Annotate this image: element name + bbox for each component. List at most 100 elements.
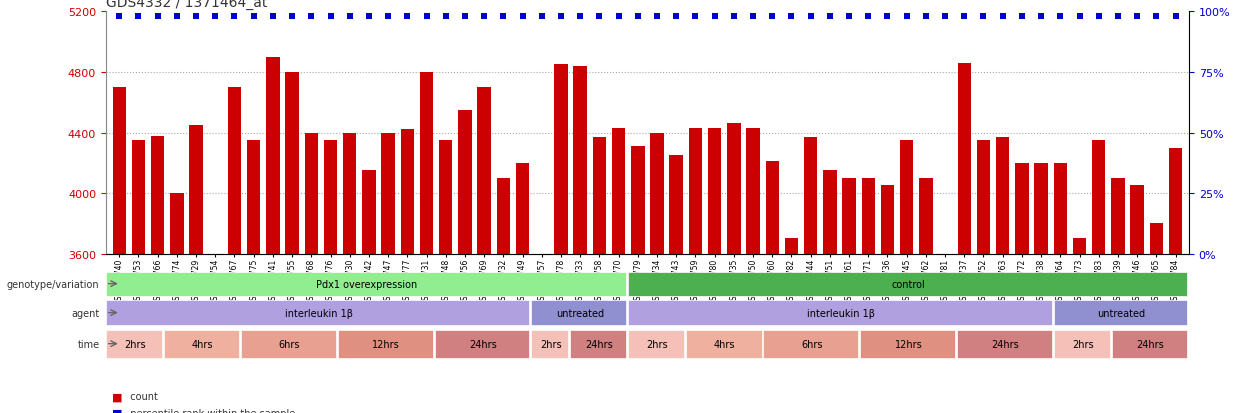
Bar [324,141,337,413]
Bar [1149,224,1163,413]
Bar [957,64,971,413]
Text: 24hrs: 24hrs [991,339,1020,349]
Bar [554,65,568,413]
FancyBboxPatch shape [860,330,955,358]
FancyBboxPatch shape [686,330,762,358]
Bar [266,58,280,413]
Bar [1073,239,1086,413]
FancyBboxPatch shape [570,330,626,358]
Bar [1130,186,1144,413]
Bar [843,178,855,413]
FancyBboxPatch shape [627,330,685,358]
Bar [1015,164,1028,413]
Text: Pdx1 overexpression: Pdx1 overexpression [316,279,417,289]
FancyBboxPatch shape [106,330,162,358]
Bar [497,178,510,413]
FancyBboxPatch shape [1053,301,1186,325]
Bar [1169,148,1183,413]
Text: 6hrs: 6hrs [279,339,300,349]
FancyBboxPatch shape [1053,330,1109,358]
Bar [996,138,1010,413]
FancyBboxPatch shape [1112,330,1186,358]
Bar [228,88,242,413]
Bar [727,124,741,413]
Text: 12hrs: 12hrs [895,339,923,349]
Text: count: count [124,392,158,401]
Bar [477,88,491,413]
Bar [420,73,433,413]
Bar [939,314,951,413]
Text: 24hrs: 24hrs [585,339,613,349]
Bar [458,111,472,413]
Bar [1053,164,1067,413]
Text: 2hrs: 2hrs [646,339,667,349]
FancyBboxPatch shape [106,272,626,296]
FancyBboxPatch shape [532,301,626,325]
Bar [1092,141,1106,413]
Bar [209,307,222,413]
Bar [900,141,914,413]
Bar [305,133,317,413]
FancyBboxPatch shape [957,330,1052,358]
Text: 2hrs: 2hrs [1072,339,1093,349]
Text: 2hrs: 2hrs [124,339,146,349]
Bar [574,67,586,413]
Text: 6hrs: 6hrs [801,339,823,349]
Bar [285,73,299,413]
Text: agent: agent [71,308,100,318]
Text: 2hrs: 2hrs [540,339,561,349]
Text: 4hrs: 4hrs [715,339,736,349]
Text: GDS4332 / 1371464_at: GDS4332 / 1371464_at [106,0,268,10]
Bar [746,129,759,413]
Bar [631,147,645,413]
Text: interleukin 1β: interleukin 1β [285,308,352,318]
Bar [650,133,664,413]
Text: ■: ■ [112,408,122,413]
Bar [151,136,164,413]
Text: time: time [77,339,100,349]
Bar [344,133,356,413]
Text: untreated: untreated [1097,308,1145,318]
Bar [381,133,395,413]
Bar [766,162,779,413]
Bar [784,239,798,413]
Bar [688,129,702,413]
Bar [1112,178,1124,413]
FancyBboxPatch shape [106,301,529,325]
Bar [880,186,894,413]
Bar [112,88,126,413]
Bar [362,171,376,413]
Text: percentile rank within the sample: percentile rank within the sample [124,408,296,413]
Text: untreated: untreated [555,308,604,318]
Bar [919,178,933,413]
Bar [535,254,549,413]
Bar [247,141,260,413]
Text: 24hrs: 24hrs [469,339,497,349]
Bar [804,138,818,413]
FancyBboxPatch shape [763,330,858,358]
Bar [1035,164,1048,413]
Bar [862,178,875,413]
Bar [132,141,146,413]
Text: 12hrs: 12hrs [372,339,400,349]
Bar [823,171,837,413]
Bar [977,141,990,413]
Text: control: control [891,279,925,289]
Text: 24hrs: 24hrs [1137,339,1164,349]
Bar [611,129,625,413]
Bar [593,138,606,413]
Text: genotype/variation: genotype/variation [7,279,100,289]
Text: 4hrs: 4hrs [192,339,213,349]
FancyBboxPatch shape [242,330,336,358]
FancyBboxPatch shape [164,330,239,358]
Bar [171,194,183,413]
FancyBboxPatch shape [532,330,568,358]
Text: ■: ■ [112,392,122,401]
Bar [670,156,684,413]
FancyBboxPatch shape [435,330,529,358]
FancyBboxPatch shape [627,272,1186,296]
Text: interleukin 1β: interleukin 1β [807,308,875,318]
Bar [708,129,721,413]
Bar [189,126,203,413]
Bar [401,130,415,413]
